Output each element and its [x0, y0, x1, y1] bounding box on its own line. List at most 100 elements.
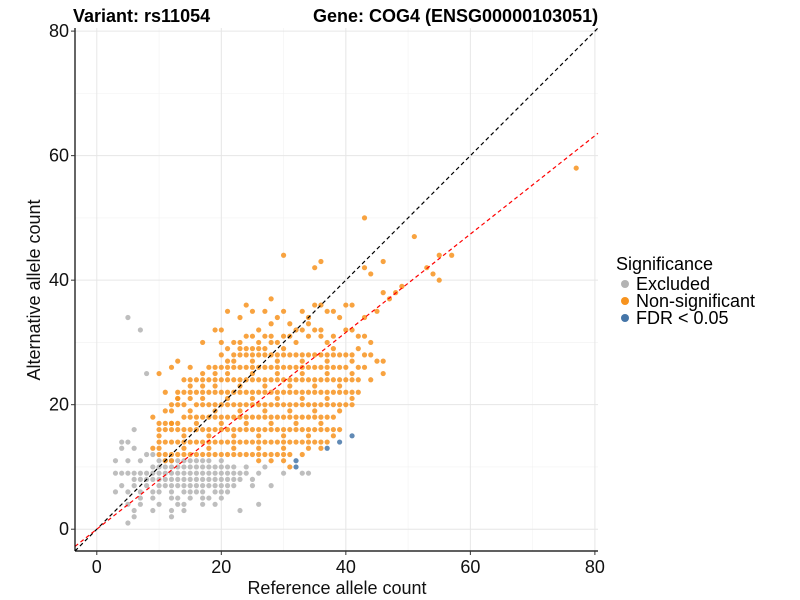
- data-point-non-significant: [218, 451, 224, 458]
- data-point-excluded: [224, 489, 231, 495]
- data-point-non-significant: [280, 451, 287, 458]
- data-point-non-significant: [274, 358, 280, 364]
- data-point-excluded: [212, 464, 218, 470]
- data-point-non-significant: [349, 352, 355, 358]
- data-point-excluded: [218, 483, 224, 489]
- data-point-non-significant: [305, 321, 312, 327]
- data-point-non-significant: [231, 439, 237, 445]
- data-point-excluded: [131, 507, 137, 514]
- data-point-non-significant: [156, 433, 162, 439]
- data-point-excluded: [187, 470, 193, 476]
- data-point-excluded: [218, 470, 224, 476]
- data-point-non-significant: [436, 277, 442, 283]
- data-point-non-significant: [237, 346, 243, 352]
- data-point-non-significant: [224, 451, 231, 458]
- data-point-non-significant: [305, 439, 312, 445]
- data-point-non-significant: [249, 377, 256, 383]
- data-point-non-significant: [243, 352, 249, 358]
- data-point-excluded: [256, 470, 262, 476]
- data-point-non-significant: [156, 445, 162, 451]
- data-point-fdr-0-05: [337, 439, 343, 445]
- data-point-non-significant: [268, 364, 274, 370]
- data-point-non-significant: [337, 408, 343, 414]
- data-point-non-significant: [299, 370, 305, 377]
- data-point-excluded: [119, 445, 125, 451]
- data-point-excluded: [162, 464, 168, 470]
- data-point-excluded: [168, 476, 175, 482]
- data-point-non-significant: [324, 377, 330, 383]
- data-point-excluded: [206, 458, 212, 464]
- data-point-non-significant: [224, 346, 231, 352]
- legend: Significance Excluded Non-significant FD…: [616, 254, 755, 328]
- data-point-non-significant: [305, 333, 312, 339]
- data-point-non-significant: [162, 420, 168, 426]
- data-point-non-significant: [249, 333, 256, 339]
- data-point-non-significant: [224, 358, 231, 364]
- data-point-excluded: [162, 470, 168, 476]
- data-point-non-significant: [337, 364, 343, 370]
- data-point-non-significant: [330, 346, 336, 352]
- data-point-excluded: [137, 327, 143, 333]
- data-point-excluded: [237, 470, 243, 476]
- data-point-non-significant: [231, 445, 237, 451]
- data-point-non-significant: [287, 464, 293, 470]
- data-point-excluded: [125, 470, 131, 476]
- data-point-non-significant: [287, 364, 293, 370]
- data-point-non-significant: [280, 308, 287, 314]
- data-point-non-significant: [312, 383, 318, 389]
- data-point-non-significant: [212, 426, 218, 433]
- data-point-non-significant: [218, 377, 224, 383]
- data-point-non-significant: [256, 426, 262, 433]
- data-point-excluded: [243, 464, 249, 470]
- data-point-non-significant: [231, 414, 237, 420]
- data-point-non-significant: [212, 389, 218, 395]
- data-point-non-significant: [181, 433, 187, 439]
- data-point-non-significant: [287, 451, 293, 458]
- data-point-non-significant: [200, 370, 206, 377]
- data-point-excluded: [231, 464, 237, 470]
- data-point-non-significant: [318, 258, 324, 265]
- data-point-non-significant: [193, 414, 200, 420]
- data-point-non-significant: [181, 402, 187, 408]
- data-point-non-significant: [305, 414, 312, 420]
- data-point-excluded: [200, 501, 206, 507]
- data-point-non-significant: [318, 364, 324, 370]
- data-point-non-significant: [318, 327, 324, 333]
- data-point-non-significant: [305, 364, 312, 370]
- data-point-non-significant: [162, 408, 168, 414]
- data-point-non-significant: [231, 358, 237, 364]
- data-point-non-significant: [287, 426, 293, 433]
- legend-key-excluded: [621, 280, 629, 288]
- data-point-non-significant: [243, 389, 249, 395]
- data-point-non-significant: [231, 451, 237, 458]
- data-point-non-significant: [224, 402, 231, 408]
- legend-label-excluded: Excluded: [636, 274, 710, 294]
- legend-label-fdr: FDR < 0.05: [636, 308, 729, 328]
- data-point-non-significant: [312, 389, 318, 395]
- data-point-excluded: [212, 501, 218, 507]
- data-point-excluded: [305, 470, 312, 476]
- x-tick-label: 60: [460, 557, 480, 577]
- data-point-non-significant: [312, 408, 318, 414]
- data-point-non-significant: [287, 439, 293, 445]
- data-point-non-significant: [380, 290, 386, 296]
- data-point-non-significant: [237, 339, 243, 346]
- data-point-excluded: [206, 495, 212, 501]
- data-point-non-significant: [293, 420, 299, 426]
- data-point-non-significant: [312, 265, 318, 271]
- data-point-non-significant: [206, 445, 212, 451]
- data-point-non-significant: [206, 364, 212, 370]
- data-point-non-significant: [193, 420, 200, 426]
- data-point-non-significant: [361, 364, 368, 370]
- data-point-excluded: [112, 458, 119, 464]
- data-point-non-significant: [361, 215, 368, 221]
- data-point-excluded: [218, 476, 224, 482]
- data-point-excluded: [150, 495, 156, 501]
- data-point-non-significant: [249, 451, 256, 458]
- data-point-non-significant: [231, 377, 237, 383]
- data-point-excluded: [137, 495, 143, 501]
- data-point-non-significant: [237, 439, 243, 445]
- data-point-non-significant: [249, 402, 256, 408]
- data-point-non-significant: [268, 414, 274, 420]
